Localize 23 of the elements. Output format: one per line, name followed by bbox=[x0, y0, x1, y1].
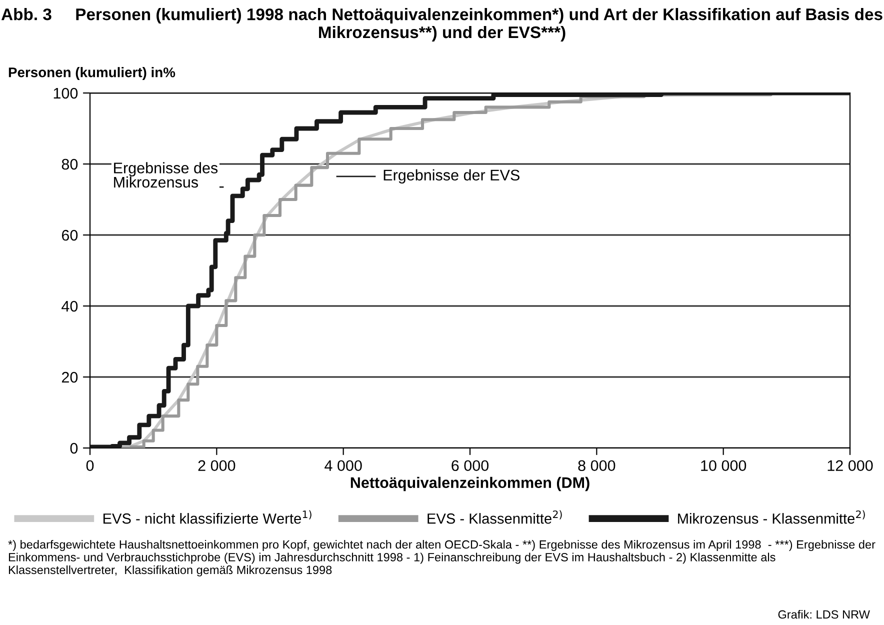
x-tick-label: 6 000 bbox=[452, 460, 489, 472]
x-tick-label: 2 000 bbox=[198, 460, 236, 472]
legend-label: Mikrozensus - Klassenmitte$^{2)}$ bbox=[678, 510, 865, 524]
y-axis-title: Personen (kumuliert) in% bbox=[8, 67, 176, 80]
x-axis-title: Nettoäquivalenzeinkommen (DM) bbox=[350, 476, 590, 492]
x-tick-label: 0 bbox=[86, 460, 94, 472]
x-tick-label: 10 000 bbox=[701, 460, 746, 472]
x-tick-label: 12 000 bbox=[828, 460, 873, 472]
y-tick-label: 100 bbox=[54, 88, 78, 99]
y-tick-label: 40 bbox=[62, 300, 78, 312]
y-tick-label: 80 bbox=[62, 158, 78, 170]
y-tick-label: 60 bbox=[62, 230, 78, 241]
annotation: Ergebnisse der EVS bbox=[384, 169, 520, 184]
y-tick-label: 0 bbox=[70, 442, 78, 454]
text: *) bedarfsgewichtete Haushaltsnettoeinkommen pro Kopf, gewichtet nach der alten OECD-Skala - **) Ergebnisse des Mikrozensus im April 1998 - ***) Ergebnisse der Einkommens- und Verbrauchsstichprobe (EVS) im Jahresdurchschnitt 1998 - 1) Feinanschreibung der EVS im Haushaltsbuch - 2) Klassenmitte als Klassenstellvertreter, Klassifikation gemäß Mikrozensus 1998 bbox=[8, 540, 876, 576]
y-tick-label: 20 bbox=[62, 372, 78, 383]
text: Grafik: LDS NRW bbox=[778, 610, 870, 619]
chart-title: Abb. 3 Personen (kumuliert) 1998 nach Nettoäquivalenzeinkommen*) und Art der Klassifikation auf Basis des Mikrozensus**) und der EVS***) bbox=[1, 8, 882, 42]
x-tick-label: 8 000 bbox=[578, 460, 616, 472]
annotation: Ergebnisse des Mikrozensus bbox=[114, 162, 218, 188]
legend-label: EVS - Klassenmitte$^{2)}$ bbox=[428, 510, 562, 524]
legend-label: EVS - nicht klassifizierte Werte$^{1)}$ bbox=[103, 510, 312, 524]
x-tick-label: 4 000 bbox=[324, 460, 362, 472]
